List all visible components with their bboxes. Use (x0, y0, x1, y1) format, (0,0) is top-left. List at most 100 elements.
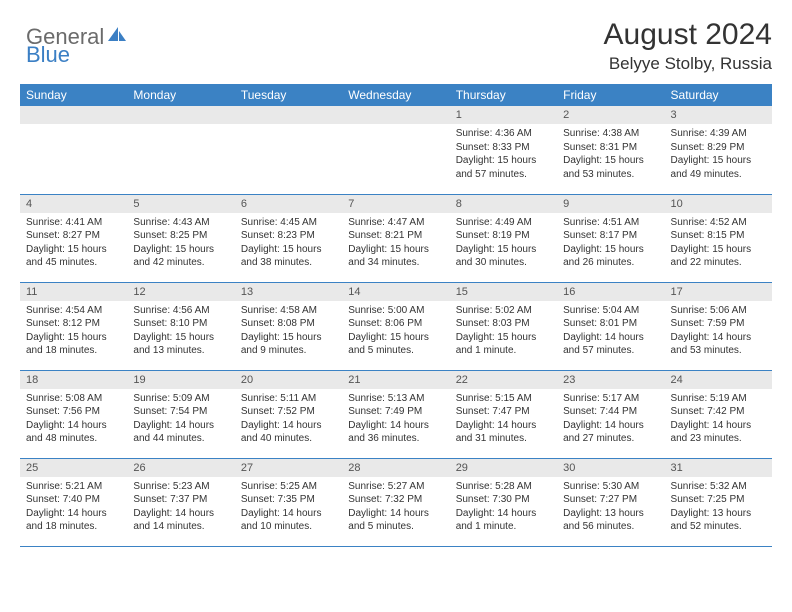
sunset-line: Sunset: 8:15 PM (671, 229, 766, 243)
daylight-line-1: Daylight: 15 hours (26, 331, 121, 345)
calendar-cell: 10Sunrise: 4:52 AMSunset: 8:15 PMDayligh… (665, 194, 772, 282)
sunrise-line: Sunrise: 5:27 AM (348, 480, 443, 494)
sunrise-line: Sunrise: 5:06 AM (671, 304, 766, 318)
day-number: 30 (557, 459, 664, 477)
day-number: 21 (342, 371, 449, 389)
day-number: 11 (20, 283, 127, 301)
daylight-line-1: Daylight: 15 hours (348, 243, 443, 257)
daylight-line-2: and 48 minutes. (26, 432, 121, 446)
day-content: Sunrise: 5:19 AMSunset: 7:42 PMDaylight:… (665, 389, 772, 450)
brand-part2: Blue (26, 42, 70, 67)
sunset-line: Sunset: 7:42 PM (671, 405, 766, 419)
sunrise-line: Sunrise: 5:00 AM (348, 304, 443, 318)
calendar-cell: 17Sunrise: 5:06 AMSunset: 7:59 PMDayligh… (665, 282, 772, 370)
sunrise-line: Sunrise: 5:13 AM (348, 392, 443, 406)
day-number: 4 (20, 195, 127, 213)
location-label: Belyye Stolby, Russia (604, 54, 772, 74)
day-content: Sunrise: 4:47 AMSunset: 8:21 PMDaylight:… (342, 213, 449, 274)
sunrise-line: Sunrise: 5:15 AM (456, 392, 551, 406)
calendar-cell: 28Sunrise: 5:27 AMSunset: 7:32 PMDayligh… (342, 458, 449, 546)
day-content: Sunrise: 5:17 AMSunset: 7:44 PMDaylight:… (557, 389, 664, 450)
daylight-line-1: Daylight: 15 hours (456, 243, 551, 257)
dow-row: SundayMondayTuesdayWednesdayThursdayFrid… (20, 84, 772, 106)
day-number: 13 (235, 283, 342, 301)
day-number (20, 106, 127, 124)
daylight-line-1: Daylight: 14 hours (133, 507, 228, 521)
dow-header: Tuesday (235, 84, 342, 106)
daylight-line-2: and 34 minutes. (348, 256, 443, 270)
title-block: August 2024 Belyye Stolby, Russia (604, 18, 772, 74)
daylight-line-1: Daylight: 14 hours (671, 419, 766, 433)
sunset-line: Sunset: 8:27 PM (26, 229, 121, 243)
daylight-line-1: Daylight: 14 hours (563, 419, 658, 433)
day-number: 3 (665, 106, 772, 124)
sunrise-line: Sunrise: 5:32 AM (671, 480, 766, 494)
day-content: Sunrise: 5:00 AMSunset: 8:06 PMDaylight:… (342, 301, 449, 362)
day-number: 22 (450, 371, 557, 389)
day-number: 2 (557, 106, 664, 124)
daylight-line-2: and 10 minutes. (241, 520, 336, 534)
day-number: 16 (557, 283, 664, 301)
calendar-cell: 29Sunrise: 5:28 AMSunset: 7:30 PMDayligh… (450, 458, 557, 546)
daylight-line-1: Daylight: 14 hours (456, 507, 551, 521)
sunrise-line: Sunrise: 4:52 AM (671, 216, 766, 230)
calendar-cell: 18Sunrise: 5:08 AMSunset: 7:56 PMDayligh… (20, 370, 127, 458)
day-number: 8 (450, 195, 557, 213)
calendar-cell: 15Sunrise: 5:02 AMSunset: 8:03 PMDayligh… (450, 282, 557, 370)
sunrise-line: Sunrise: 5:23 AM (133, 480, 228, 494)
daylight-line-2: and 1 minute. (456, 520, 551, 534)
day-number: 20 (235, 371, 342, 389)
day-number: 27 (235, 459, 342, 477)
dow-header: Wednesday (342, 84, 449, 106)
day-content: Sunrise: 5:25 AMSunset: 7:35 PMDaylight:… (235, 477, 342, 538)
dow-header: Monday (127, 84, 234, 106)
sunset-line: Sunset: 8:25 PM (133, 229, 228, 243)
sunrise-line: Sunrise: 4:56 AM (133, 304, 228, 318)
daylight-line-1: Daylight: 14 hours (26, 507, 121, 521)
daylight-line-2: and 36 minutes. (348, 432, 443, 446)
sunrise-line: Sunrise: 4:39 AM (671, 127, 766, 141)
day-number: 31 (665, 459, 772, 477)
calendar-week: 11Sunrise: 4:54 AMSunset: 8:12 PMDayligh… (20, 282, 772, 370)
day-number: 15 (450, 283, 557, 301)
daylight-line-1: Daylight: 14 hours (563, 331, 658, 345)
sunset-line: Sunset: 7:40 PM (26, 493, 121, 507)
day-number: 24 (665, 371, 772, 389)
day-content (127, 124, 234, 131)
daylight-line-1: Daylight: 15 hours (26, 243, 121, 257)
daylight-line-2: and 53 minutes. (671, 344, 766, 358)
daylight-line-1: Daylight: 14 hours (133, 419, 228, 433)
day-content: Sunrise: 4:58 AMSunset: 8:08 PMDaylight:… (235, 301, 342, 362)
calendar-cell: 13Sunrise: 4:58 AMSunset: 8:08 PMDayligh… (235, 282, 342, 370)
calendar-cell: 2Sunrise: 4:38 AMSunset: 8:31 PMDaylight… (557, 106, 664, 194)
day-content (342, 124, 449, 131)
day-content: Sunrise: 4:45 AMSunset: 8:23 PMDaylight:… (235, 213, 342, 274)
daylight-line-1: Daylight: 13 hours (671, 507, 766, 521)
daylight-line-1: Daylight: 15 hours (456, 331, 551, 345)
calendar-head: SundayMondayTuesdayWednesdayThursdayFrid… (20, 84, 772, 106)
daylight-line-2: and 26 minutes. (563, 256, 658, 270)
calendar-cell: 24Sunrise: 5:19 AMSunset: 7:42 PMDayligh… (665, 370, 772, 458)
day-content: Sunrise: 5:04 AMSunset: 8:01 PMDaylight:… (557, 301, 664, 362)
calendar-week: 4Sunrise: 4:41 AMSunset: 8:27 PMDaylight… (20, 194, 772, 282)
day-content: Sunrise: 4:38 AMSunset: 8:31 PMDaylight:… (557, 124, 664, 185)
daylight-line-2: and 9 minutes. (241, 344, 336, 358)
sunrise-line: Sunrise: 4:45 AM (241, 216, 336, 230)
calendar-cell: 3Sunrise: 4:39 AMSunset: 8:29 PMDaylight… (665, 106, 772, 194)
daylight-line-2: and 40 minutes. (241, 432, 336, 446)
daylight-line-2: and 38 minutes. (241, 256, 336, 270)
day-number: 5 (127, 195, 234, 213)
daylight-line-1: Daylight: 15 hours (456, 154, 551, 168)
brand-part2-wrap: Blue (26, 42, 70, 68)
daylight-line-2: and 42 minutes. (133, 256, 228, 270)
daylight-line-2: and 45 minutes. (26, 256, 121, 270)
daylight-line-1: Daylight: 13 hours (563, 507, 658, 521)
sunrise-line: Sunrise: 4:41 AM (26, 216, 121, 230)
daylight-line-2: and 23 minutes. (671, 432, 766, 446)
day-content: Sunrise: 4:36 AMSunset: 8:33 PMDaylight:… (450, 124, 557, 185)
calendar-cell: 7Sunrise: 4:47 AMSunset: 8:21 PMDaylight… (342, 194, 449, 282)
daylight-line-1: Daylight: 14 hours (26, 419, 121, 433)
page-header: General August 2024 Belyye Stolby, Russi… (20, 18, 772, 74)
calendar-cell: 19Sunrise: 5:09 AMSunset: 7:54 PMDayligh… (127, 370, 234, 458)
sunrise-line: Sunrise: 5:28 AM (456, 480, 551, 494)
